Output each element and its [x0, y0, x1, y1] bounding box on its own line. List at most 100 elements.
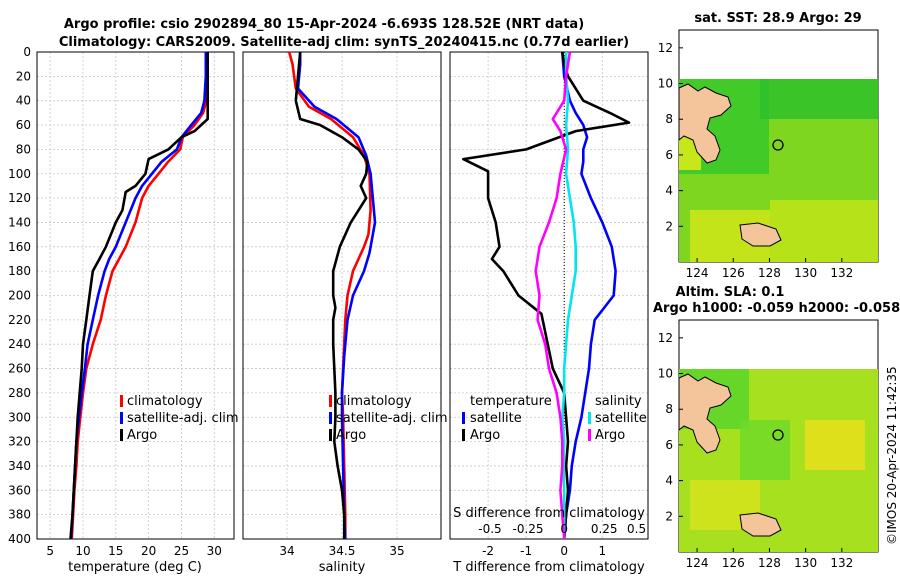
legend-t-argo: Argo: [470, 428, 500, 443]
x-tick-label: -1: [520, 544, 532, 558]
legend-argo: Argo: [336, 428, 366, 443]
y-tick-label: 220: [8, 313, 31, 327]
map-x-tick-label: 124: [686, 556, 709, 570]
sla-land-seram: [678, 373, 732, 454]
legend-mark-argo: [120, 429, 123, 441]
sla-low-patch-center: [740, 420, 790, 480]
y-tick-label: 200: [8, 289, 31, 303]
y-tick-label: 0: [23, 45, 31, 59]
legend-salinity-title: salinity: [595, 394, 642, 409]
salinity-xlabel: salinity: [319, 560, 366, 575]
map-x-tick-label: 130: [794, 266, 817, 280]
y-tick-label: 380: [8, 508, 31, 522]
legend-argo: Argo: [127, 428, 157, 443]
x-tick-label: 10: [75, 544, 90, 558]
x-tick-label: -2: [482, 544, 494, 558]
temperature-legend: climatology satellite-adj. clim Argo: [120, 394, 239, 443]
difference-panel: -2 -1 0 1 T difference from climatology S d…: [449, 51, 649, 575]
y-tick-label: 160: [8, 240, 31, 254]
series-line-t-satellite: [561, 51, 617, 540]
legend-s-satellite: satellite: [595, 411, 647, 426]
y-tick-label: 80: [16, 142, 31, 156]
legend-satellite-adj: satellite-adj. clim: [336, 411, 448, 426]
y-tick-label: 240: [8, 337, 31, 351]
series-line-s-argo: [534, 51, 572, 540]
map-x-tick-label: 124: [686, 266, 709, 280]
sla-high-patch-east: [805, 420, 865, 470]
temperature-grid: [37, 51, 234, 540]
series-line-climatology: [287, 51, 372, 539]
y-tick-label: 120: [8, 191, 31, 205]
map-y-tick-label: 12: [658, 41, 673, 55]
s-diff-tick-label: 0: [560, 522, 568, 536]
map-y-tick-label: 10: [658, 77, 673, 91]
s-diff-tick-label: 0.5: [627, 522, 646, 536]
y-tick-label: 60: [16, 118, 31, 132]
map-y-tick-label: 6: [665, 438, 673, 452]
y-tick-label: 140: [8, 215, 31, 229]
legend-climatology: climatology: [336, 394, 412, 409]
y-tick-label: 280: [8, 386, 31, 400]
legend-mark-argo: [329, 429, 332, 441]
temperature-panel: 0 20 40 60 80 100 120 140 160 180 200 220 240 260 280 3…: [8, 45, 239, 575]
series-line-argo: [69, 52, 209, 540]
y-tick-label: 180: [8, 264, 31, 278]
sla-argo-position-marker: [772, 429, 784, 441]
y-tick-label: 40: [16, 94, 31, 108]
sst-land-timor: [739, 222, 782, 247]
map-x-tick-label: 128: [758, 266, 781, 280]
sst-cool-patch-south: [770, 200, 878, 262]
x-tick-label: 1: [598, 544, 606, 558]
legend-temperature-title: temperature: [470, 394, 552, 409]
sla-map-panel: Altim. SLA: 0.1 Argo h1000: -0.059 h2000…: [653, 285, 900, 570]
x-tick-label: 5: [46, 544, 54, 558]
salinity-grid: [243, 51, 441, 540]
y-tick-label: 20: [16, 69, 31, 83]
sst-map-title: sat. SST: 28.9 Argo: 29: [694, 11, 861, 26]
map-y-tick-label: 2: [665, 219, 673, 233]
series-line-climatology: [70, 52, 209, 540]
map-y-tick-label: 12: [658, 331, 673, 345]
salinity-panel: 34 34.5 35 salinity climatology satellite-…: [242, 51, 448, 575]
legend-mark-satellite: [329, 412, 332, 424]
map-y-tick-label: 2: [665, 509, 673, 523]
series-line-s-satellite: [561, 52, 577, 539]
salinity-axes: [242, 51, 442, 540]
map-y-tick-label: 8: [665, 402, 673, 416]
x-tick-label: 30: [207, 544, 222, 558]
map-x-tick-label: 128: [758, 556, 781, 570]
series-line-satellite-adj-clim: [296, 52, 377, 540]
figure-title-line2: Climatology: CARS2009. Satellite-adj cli…: [59, 35, 629, 50]
sst-argo-position-marker: [772, 139, 784, 151]
sst-warm-patch-east: [760, 79, 878, 119]
difference-xlabel: T difference from climatology: [452, 560, 645, 575]
s-diff-tick-label: -0.5: [478, 522, 501, 536]
legend-mark-s-satellite: [588, 412, 591, 424]
series-line-argo: [294, 51, 369, 539]
difference-legend: temperature satellite Argo salinity sate…: [462, 394, 647, 443]
x-tick-label: 25: [174, 544, 189, 558]
legend-mark-satellite: [120, 412, 123, 424]
map-y-tick-label: 6: [665, 148, 673, 162]
x-tick-label: 35: [389, 544, 404, 558]
map-y-tick-label: 8: [665, 112, 673, 126]
s-diff-tick-label: -0.25: [513, 522, 544, 536]
temperature-xlabel: temperature (deg C): [68, 560, 202, 575]
legend-s-argo: Argo: [595, 428, 625, 443]
y-tick-label: 400: [8, 532, 31, 546]
map-x-tick-label: 126: [722, 556, 745, 570]
salinity-legend: climatology satellite-adj. clim Argo: [329, 394, 448, 443]
series-line-t-argo: [462, 51, 631, 540]
map-x-tick-label: 126: [722, 266, 745, 280]
x-tick-label: 0: [560, 544, 568, 558]
x-tick-label: 34.5: [329, 544, 356, 558]
legend-mark-t-argo: [462, 429, 465, 441]
y-tick-label: 320: [8, 435, 31, 449]
legend-climatology: climatology: [127, 394, 203, 409]
legend-mark-climatology: [120, 395, 123, 407]
map-x-tick-label: 130: [794, 556, 817, 570]
sla-land-timor: [739, 512, 782, 537]
y-tick-label: 260: [8, 362, 31, 376]
figure-title-line1: Argo profile: csio 2902894_80 15-Apr-202…: [64, 17, 584, 32]
salinity-difference-label: S difference from climatology: [453, 506, 645, 521]
